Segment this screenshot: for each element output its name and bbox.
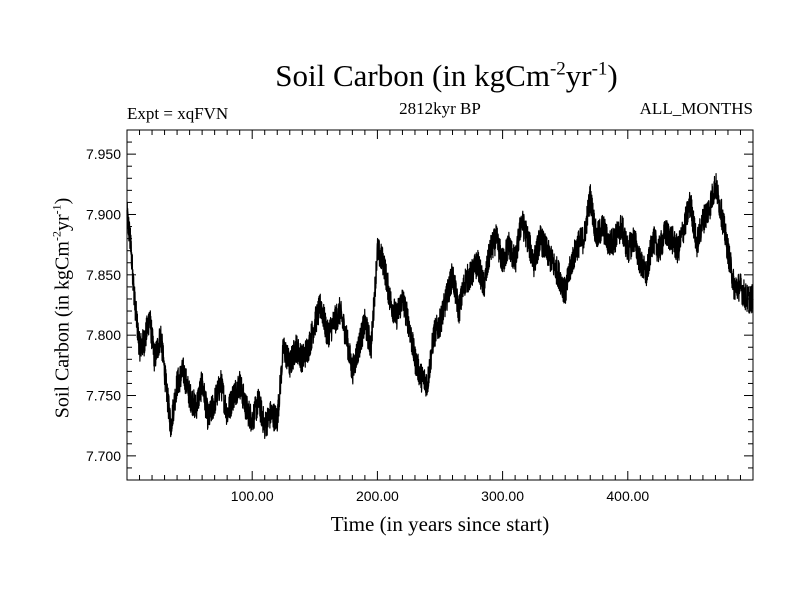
- title-superscript-2: -1: [591, 58, 608, 80]
- title-text-main: Soil Carbon (in kgCm: [275, 58, 550, 93]
- title-superscript-1: -2: [549, 58, 566, 80]
- y-tick-label: 7.900: [86, 206, 121, 222]
- x-tick-label: 100.00: [231, 488, 274, 504]
- title-text-mid: yr: [565, 58, 592, 93]
- x-tick-label: 400.00: [606, 488, 649, 504]
- y-tick-label: 7.750: [86, 388, 121, 404]
- period-label: 2812kyr BP: [399, 99, 481, 118]
- y-tick-label: 7.700: [86, 448, 121, 464]
- chart-title: Soil Carbon (in kgCm-2yr-1): [0, 58, 800, 94]
- y-tick-label: 7.850: [86, 267, 121, 283]
- series-line: [126, 173, 754, 439]
- series-layer: [126, 173, 754, 439]
- x-axis-title: Time (in years since start): [330, 512, 550, 536]
- x-tick-label: 300.00: [481, 488, 524, 504]
- experiment-label: Expt = xqFVN: [127, 104, 229, 123]
- tick-labels: 100.00 200.00 300.00 400.00 7.700 7.750 7.800 7…: [86, 146, 649, 504]
- y-tick-label: 7.950: [86, 146, 121, 162]
- months-label: ALL_MONTHS: [639, 99, 753, 118]
- title-text-end: ): [607, 58, 618, 93]
- x-tick-label: 200.00: [356, 488, 399, 504]
- y-tick-label: 7.800: [86, 327, 121, 343]
- plot-frame: [126, 129, 754, 481]
- axis-ticks: [127, 130, 753, 480]
